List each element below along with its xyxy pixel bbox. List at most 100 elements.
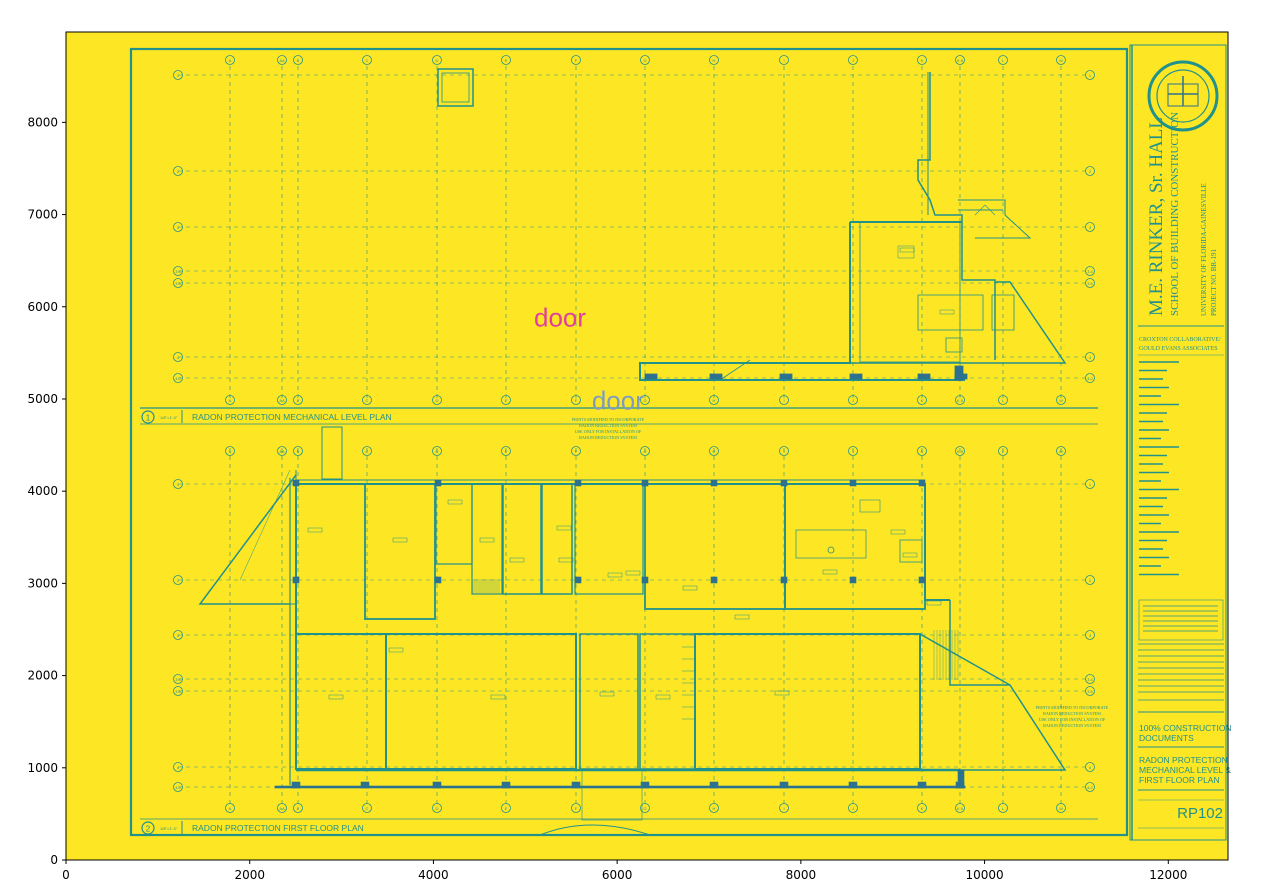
plan-rect xyxy=(849,576,857,584)
grid-bubble-label: 4.2 xyxy=(175,376,181,381)
grid-bubble-label: E xyxy=(505,398,508,403)
grid-bubble xyxy=(998,395,1008,405)
plan-rect xyxy=(447,499,463,505)
grid-bubble-label: F xyxy=(575,806,578,811)
x-tick-label: 12000 xyxy=(1149,868,1187,882)
plan-outline xyxy=(917,72,996,360)
grid-bubble xyxy=(640,446,650,456)
plan-rect xyxy=(328,694,344,700)
status-line: DOCUMENTS xyxy=(1139,733,1194,743)
university-name: UNIVERSITY OF FLORIDA-GAINESVILLE xyxy=(1200,183,1208,316)
plan-title-top: RADON PROTECTION MECHANICAL LEVEL PLAN xyxy=(192,412,392,422)
grid-bubble xyxy=(173,674,183,684)
grid-bubble xyxy=(1056,395,1066,405)
y-tick-label: 0 xyxy=(50,853,58,867)
grid-bubble-label: L xyxy=(1002,58,1005,63)
grid-bubble xyxy=(640,395,650,405)
grid-bubble xyxy=(293,55,303,65)
grid-bubble-label: A xyxy=(229,806,232,811)
detection-label: door xyxy=(592,386,644,416)
plan-rect xyxy=(574,483,644,595)
plan-rect xyxy=(902,552,918,558)
grid-bubble-label: E xyxy=(505,449,508,454)
grid-bubble xyxy=(501,446,511,456)
grid-bubble xyxy=(1085,70,1095,80)
grid-bubble-label: 2 xyxy=(177,578,180,583)
plan-fixture xyxy=(827,546,835,554)
grid-bubble xyxy=(955,803,965,813)
grid-bubble xyxy=(293,446,303,456)
grid-bubble-label: H xyxy=(713,806,716,811)
grid-bubble-label: 3 xyxy=(177,225,180,230)
grid-bubble-label: 4.2 xyxy=(175,785,181,790)
grid-bubble xyxy=(1085,762,1095,772)
grid-bubble xyxy=(571,446,581,456)
grid-bubble-label: 4.2 xyxy=(1087,785,1093,790)
grid-bubble-label: L xyxy=(1002,398,1005,403)
grid-bubble xyxy=(917,395,927,405)
grid-bubble xyxy=(709,446,719,456)
x-tick-label: 0 xyxy=(62,868,70,882)
plan-line xyxy=(719,359,751,381)
grid-bubble-label: M xyxy=(1059,58,1062,63)
grid-bubble xyxy=(173,70,183,80)
grid-bubble xyxy=(173,222,183,232)
grid-bubble xyxy=(225,55,235,65)
grid-bubble xyxy=(173,352,183,362)
grid-bubble xyxy=(917,803,927,813)
grid-bubble xyxy=(1085,479,1095,489)
grid-bubble xyxy=(173,166,183,176)
plan-rect xyxy=(441,72,470,103)
grid-bubble-label: K xyxy=(921,58,924,63)
grid-bubble xyxy=(362,55,372,65)
grid-bubble xyxy=(998,55,1008,65)
plan-rect xyxy=(795,529,867,559)
scale-note: 1/8"=1'-0" xyxy=(160,826,178,831)
grid-bubble-label: C xyxy=(366,449,369,454)
grid-bubble-label: D xyxy=(436,58,439,63)
firm-name: CROXTON COLLABORATIVE/ xyxy=(1139,337,1221,343)
plan-rect xyxy=(899,539,923,563)
x-tick-label: 10000 xyxy=(965,868,1003,882)
grid-bubble xyxy=(501,55,511,65)
scale-note: 1/8"=1'-0" xyxy=(160,415,178,420)
grid-bubble xyxy=(173,762,183,772)
plan-rect xyxy=(364,483,436,620)
grid-bubble xyxy=(1085,686,1095,696)
grid-bubble xyxy=(848,55,858,65)
grid-bubble xyxy=(998,803,1008,813)
grid-bubble xyxy=(277,446,287,456)
grid-bubble-label: 3 xyxy=(1089,633,1092,638)
y-tick-label: 3000 xyxy=(27,576,58,590)
grid-bubble-label: 3 xyxy=(177,633,180,638)
plan-rect xyxy=(641,479,649,487)
sheet-title-line: MECHANICAL LEVEL & xyxy=(1139,765,1231,775)
grid-bubble-label: B xyxy=(297,449,300,454)
grid-bubble xyxy=(571,803,581,813)
grid-bubble-label: AA xyxy=(279,806,285,811)
plan-number-bubble xyxy=(141,821,155,835)
y-tick-label: 6000 xyxy=(27,300,58,314)
plan-rect xyxy=(954,365,964,381)
grid-bubble xyxy=(917,446,927,456)
grid-bubble-label: K.5 xyxy=(957,58,964,63)
plan-rect xyxy=(625,570,641,576)
y-tick-label: 5000 xyxy=(27,392,58,406)
plan-rect xyxy=(437,68,474,107)
grid-bubble-label: J xyxy=(852,58,854,63)
grid-bubble-label: C xyxy=(366,398,369,403)
grid-bubble xyxy=(173,266,183,276)
image-area xyxy=(66,32,1228,860)
grid-bubble-label: F xyxy=(575,449,578,454)
y-tick-label: 7000 xyxy=(27,208,58,222)
plan-rect xyxy=(292,576,300,584)
grid-bubble-label: B xyxy=(297,398,300,403)
grid-bubble xyxy=(779,803,789,813)
grid-bubble xyxy=(362,395,372,405)
grid-bubble-label: AA xyxy=(279,58,285,63)
axes-frame xyxy=(65,31,1229,861)
x-tick-label: 6000 xyxy=(602,868,633,882)
grid-bubble-label: G xyxy=(643,449,646,454)
plan-rect xyxy=(541,483,573,595)
